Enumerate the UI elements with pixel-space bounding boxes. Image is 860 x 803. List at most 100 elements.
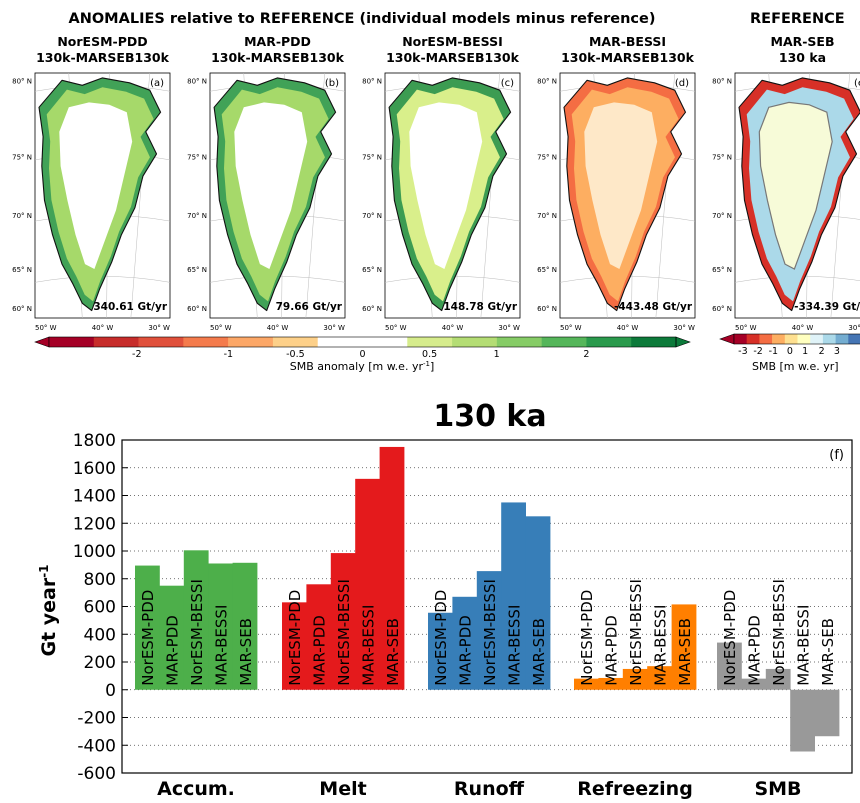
bar-group-accum: NorESM-PDD MAR-PDD NorESM-BESSI MAR-BESSI MA… [135, 550, 258, 800]
colorbar-tick: 0 [359, 349, 365, 360]
greenland-interior [409, 102, 483, 270]
map-panel-5: MAR-SEB130 ka (e -334.39 Gt/y 80° N 75° N 70°… [712, 34, 860, 332]
map-subtitle: 130 ka [779, 50, 826, 65]
y-tick-label: -400 [77, 736, 116, 756]
colorbar-frame [733, 333, 860, 345]
colorbar-tick: -3 [738, 346, 747, 357]
longitude-label: 30° W [673, 324, 695, 332]
map-title: MAR-SEB [771, 34, 835, 49]
colorbar-segment [797, 334, 811, 344]
colorbar-arrow-left [719, 333, 735, 345]
bar [452, 596, 478, 690]
greenland-interior [59, 102, 133, 270]
longitude-label: 30° W [148, 324, 170, 332]
latitude-label: 70° N [537, 212, 557, 220]
colorbar-segment [746, 334, 760, 344]
latitude-label: 75° N [712, 153, 732, 161]
bar-group-smb: NorESM-PDD MAR-PDD NorESM-BESSI MAR-BESSI MA… [717, 579, 840, 800]
bar [574, 678, 599, 690]
colorbar-segment [93, 337, 139, 347]
longitude-label: 50° W [735, 324, 757, 332]
bar [476, 571, 502, 690]
smb-total: -443.48 Gt/yr [614, 301, 693, 313]
longitude-label: 40° W [442, 324, 464, 332]
bar [282, 602, 307, 690]
bar-model-label: NorESM-BESSI [188, 579, 206, 686]
panel-letter: (a) [150, 78, 164, 89]
anomalies-title: ANOMALIES relative to REFERENCE (individ… [69, 11, 656, 27]
greenland-interior [758, 101, 833, 270]
colorbar-tick: 0 [787, 346, 793, 357]
map-title: MAR-BESSI [589, 34, 666, 49]
reference-colorbar-label: SMB [m w.e. yr] [752, 360, 839, 373]
bar [525, 516, 551, 690]
colorbar-tick: 2 [819, 346, 825, 357]
latitude-label: 60° N [12, 305, 32, 313]
colorbar-segment [362, 337, 408, 347]
bar [208, 563, 233, 690]
reference-title: REFERENCE [750, 11, 845, 27]
reference-colorbar: -3 -2 -1 0 1 2 3 SMB [m w.e. yr] [719, 333, 860, 373]
bar [428, 612, 453, 690]
colorbar-segment [835, 334, 849, 344]
colorbar-segment [759, 334, 773, 344]
smb-total: 340.61 Gt/yr [93, 301, 167, 313]
panel-letter: (e [854, 78, 860, 89]
bar-model-label: MAR-PDD [457, 615, 475, 686]
colorbar-tick: -2 [132, 349, 141, 360]
bar-model-label: MAR-PDD [603, 615, 621, 686]
panel-letter: (d) [675, 78, 689, 89]
latitude-label: 80° N [362, 77, 382, 85]
colorbar-segment [586, 337, 632, 347]
latitude-label: 70° N [12, 212, 32, 220]
smb-total: -334.39 Gt/y [794, 301, 860, 313]
colorbar-label-end: ] [430, 360, 434, 373]
y-tick-label: -200 [77, 709, 116, 729]
category-label: Melt [319, 778, 366, 799]
colorbar-tick: -2 [753, 346, 762, 357]
bar [765, 668, 791, 690]
bar-model-label: MAR-PDD [164, 615, 182, 686]
y-tick-label: 800 [84, 570, 116, 590]
latitude-label: 60° N [362, 305, 382, 313]
latitude-label: 80° N [187, 77, 207, 85]
bar-model-label: MAR-SEB [237, 618, 255, 686]
bar [598, 677, 624, 690]
panel-letter: (b) [325, 78, 339, 89]
y-axis-label-text: Gt year [38, 577, 60, 656]
colorbar-segment [228, 337, 274, 347]
bar [306, 584, 332, 690]
colorbar-segment [317, 337, 363, 347]
bar [183, 550, 209, 690]
bar-model-label: MAR-BESSI [359, 605, 377, 686]
colorbar-segment [183, 337, 229, 347]
colorbar-tick: 0.5 [422, 349, 437, 360]
bar-model-label: NorESM-PDD [578, 590, 596, 686]
y-tick-label: 0 [105, 681, 116, 701]
colorbar-tick: -1 [769, 346, 778, 357]
longitude-label: 30° W [848, 324, 860, 332]
bar-model-label: NorESM-BESSI [335, 579, 353, 686]
colorbar-arrow-right [675, 336, 691, 348]
bar-model-label: MAR-BESSI [212, 605, 230, 686]
colorbar-tick: -1 [224, 349, 233, 360]
category-label: Runoff [454, 778, 525, 799]
colorbar-segment [848, 334, 860, 344]
smb-total: 148.78 Gt/yr [443, 301, 517, 313]
y-tick-label: 200 [84, 653, 116, 673]
greenland-interior [584, 102, 658, 270]
longitude-label: 50° W [560, 324, 582, 332]
map-subtitle: 130k-MARSEB130k [36, 50, 169, 65]
colorbar-arrow-left [34, 336, 50, 348]
bar [622, 668, 648, 690]
y-tick-label: 1600 [73, 459, 116, 479]
colorbar-tick: 2 [583, 349, 589, 360]
latitude-label: 60° N [712, 305, 732, 313]
map-subtitle: 130k-MARSEB130k [561, 50, 694, 65]
y-tick-label: 1000 [73, 542, 116, 562]
bar-model-label: NorESM-PDD [721, 590, 739, 686]
latitude-label: 65° N [537, 266, 557, 274]
